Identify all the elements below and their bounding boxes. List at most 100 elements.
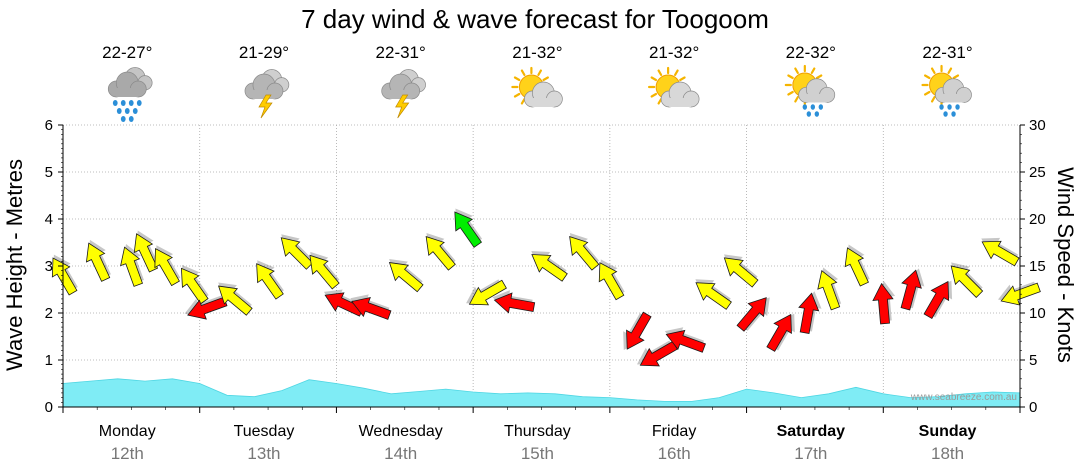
wind-arrow bbox=[51, 254, 78, 296]
cloud-icon bbox=[935, 78, 972, 103]
wind-arrow-shape bbox=[766, 313, 792, 352]
lightning-icon bbox=[258, 94, 273, 119]
left-axis-label: Wave Height - Metres bbox=[2, 159, 27, 371]
wind-arrow bbox=[256, 260, 284, 300]
wind-arrow-shape bbox=[723, 257, 759, 288]
temperature-range: 22-27° bbox=[102, 43, 152, 62]
temperature-range: 22-31° bbox=[376, 43, 426, 62]
left-tick-label: 4 bbox=[45, 211, 53, 228]
wind-arrow bbox=[454, 208, 483, 248]
temperature-range: 21-29° bbox=[239, 43, 289, 62]
wind-arrow bbox=[766, 313, 795, 352]
day-name: Thursday bbox=[504, 423, 571, 440]
right-tick-label: 30 bbox=[1029, 117, 1046, 134]
day-name: Saturday bbox=[777, 423, 846, 440]
left-tick-label: 5 bbox=[45, 164, 53, 181]
wind-arrow bbox=[425, 233, 456, 271]
temperature-range: 22-31° bbox=[922, 43, 972, 62]
left-tick-label: 3 bbox=[45, 258, 53, 275]
wind-arrow bbox=[569, 233, 600, 271]
wind-arrow bbox=[636, 340, 678, 367]
wind-arrow-shape bbox=[598, 262, 625, 301]
wind-arrow bbox=[350, 294, 392, 320]
wind-arrow bbox=[664, 327, 706, 353]
wind-arrow bbox=[120, 244, 144, 287]
daily-forecast-header: 22-27° 21-29° 22-31° 21-32° 21-32° 22-32° 22-3… bbox=[102, 43, 973, 122]
wind-arrow-shape bbox=[280, 237, 314, 270]
chart-axes: 0 1 2 3 4 5 6 0 5 10 15 20 25 30 bbox=[45, 117, 1046, 416]
cloud-icon bbox=[107, 71, 147, 98]
wind-arrow bbox=[388, 259, 424, 293]
wind-arrow-shape bbox=[798, 292, 820, 334]
wind-arrow bbox=[950, 262, 984, 298]
day-name: Sunday bbox=[919, 423, 977, 440]
chart-title: 7 day wind & wave forecast for Toogoom bbox=[301, 4, 769, 34]
wind-arrow-shape bbox=[736, 297, 767, 332]
weather-icon-storm bbox=[244, 69, 290, 119]
day-date: 15th bbox=[521, 444, 554, 463]
rain-drops-icon bbox=[939, 104, 960, 117]
weather-icon-partly-cloudy bbox=[648, 66, 700, 108]
wind-arrow-shape bbox=[309, 254, 340, 290]
day-date: 16th bbox=[658, 444, 691, 463]
day-labels: Monday 12th Tuesday 13th Wednesday 14th Thursd… bbox=[99, 423, 977, 463]
wind-arrow bbox=[184, 295, 228, 320]
wind-arrow bbox=[723, 254, 759, 288]
day-name: Tuesday bbox=[234, 423, 295, 440]
wind-arrow-shape bbox=[51, 257, 78, 296]
wind-arrow bbox=[309, 251, 340, 290]
wind-arrow bbox=[492, 290, 536, 314]
wind-arrow bbox=[798, 291, 822, 334]
right-tick-label: 5 bbox=[1029, 352, 1037, 369]
day-date: 17th bbox=[794, 444, 827, 463]
wave-height-area bbox=[62, 378, 1021, 408]
wind-arrow-shape bbox=[639, 340, 678, 367]
wind-arrow-shape bbox=[351, 296, 392, 320]
wind-arrow bbox=[180, 264, 209, 305]
right-tick-label: 10 bbox=[1029, 305, 1046, 322]
wind-arrow-shape bbox=[950, 265, 984, 298]
left-tick-label: 2 bbox=[45, 305, 53, 322]
wind-arrow-shape bbox=[425, 236, 456, 271]
left-tick-label: 1 bbox=[45, 352, 53, 369]
day-name: Monday bbox=[99, 423, 156, 440]
wind-arrow-shape bbox=[981, 240, 1020, 267]
wind-arrow-shape bbox=[626, 311, 652, 350]
day-name: Wednesday bbox=[359, 423, 443, 440]
wind-arrow-shape bbox=[493, 292, 536, 314]
right-tick-label: 25 bbox=[1029, 164, 1046, 181]
cloud-icon bbox=[244, 73, 284, 100]
wind-arrow bbox=[623, 311, 652, 351]
wind-arrow-shape bbox=[872, 282, 894, 325]
wind-arrow-shape bbox=[569, 236, 600, 271]
wind-arrow-shape bbox=[900, 269, 922, 311]
weather-icon-sun-showers bbox=[921, 64, 972, 117]
wind-arrow-shape bbox=[454, 211, 483, 248]
wind-arrow bbox=[872, 280, 896, 325]
wind-arrow-shape bbox=[665, 329, 706, 353]
cloud-icon bbox=[660, 81, 700, 108]
wind-arrow bbox=[736, 297, 770, 332]
wave-height-series bbox=[62, 378, 1021, 408]
day-date: 12th bbox=[111, 444, 144, 463]
wind-arrow-shape bbox=[844, 247, 869, 287]
cloud-icon bbox=[381, 73, 421, 100]
wind-arrow bbox=[900, 268, 925, 311]
wind-arrow-shape bbox=[817, 269, 841, 311]
wind-arrow bbox=[280, 234, 314, 270]
temperature-range: 22-32° bbox=[786, 43, 836, 62]
wind-arrow bbox=[154, 245, 181, 287]
temperature-range: 21-32° bbox=[512, 43, 562, 62]
wind-arrow-shape bbox=[187, 296, 228, 320]
weather-icon-rain bbox=[107, 67, 153, 122]
weather-icon-storm bbox=[381, 69, 426, 119]
wind-arrow bbox=[85, 239, 111, 282]
wind-speed-series bbox=[51, 208, 1041, 367]
wind-arrow-shape bbox=[154, 248, 180, 287]
day-date: 14th bbox=[384, 444, 417, 463]
rain-drops-icon bbox=[112, 100, 142, 122]
wind-arrow bbox=[817, 267, 842, 311]
wind-arrow bbox=[466, 279, 507, 306]
wind-arrow bbox=[923, 280, 953, 320]
